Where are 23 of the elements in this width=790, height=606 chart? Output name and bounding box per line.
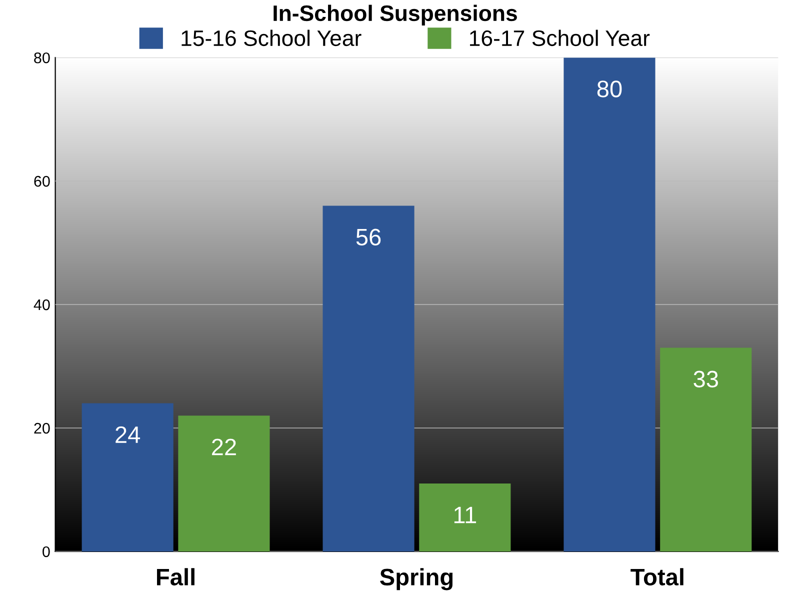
data-label: 22 bbox=[212, 438, 236, 456]
chart-title: In-School Suspensions bbox=[274, 4, 517, 26]
bar bbox=[322, 206, 414, 552]
y-tick-label: 0 bbox=[42, 546, 50, 558]
bar bbox=[564, 58, 656, 552]
y-tick-label: 60 bbox=[34, 176, 50, 187]
y-tick-label: 80 bbox=[34, 52, 50, 64]
bar bbox=[82, 403, 174, 552]
legend-label: 16-17 School Year bbox=[470, 30, 650, 46]
data-label: 80 bbox=[597, 80, 622, 98]
legend-label: 15-16 School Year bbox=[182, 30, 362, 46]
data-label: 11 bbox=[454, 506, 476, 524]
data-label: 56 bbox=[356, 228, 381, 246]
data-label: 24 bbox=[116, 426, 140, 443]
y-tick-label: 40 bbox=[34, 299, 50, 310]
bar bbox=[178, 416, 270, 552]
x-tick-label: Total bbox=[630, 568, 684, 586]
bar bbox=[419, 484, 511, 552]
y-tick-label: 20 bbox=[34, 422, 50, 434]
x-tick-label: Fall bbox=[157, 568, 194, 586]
data-label: 33 bbox=[694, 370, 718, 388]
x-tick-label: Spring bbox=[380, 568, 453, 590]
bar bbox=[660, 348, 752, 552]
